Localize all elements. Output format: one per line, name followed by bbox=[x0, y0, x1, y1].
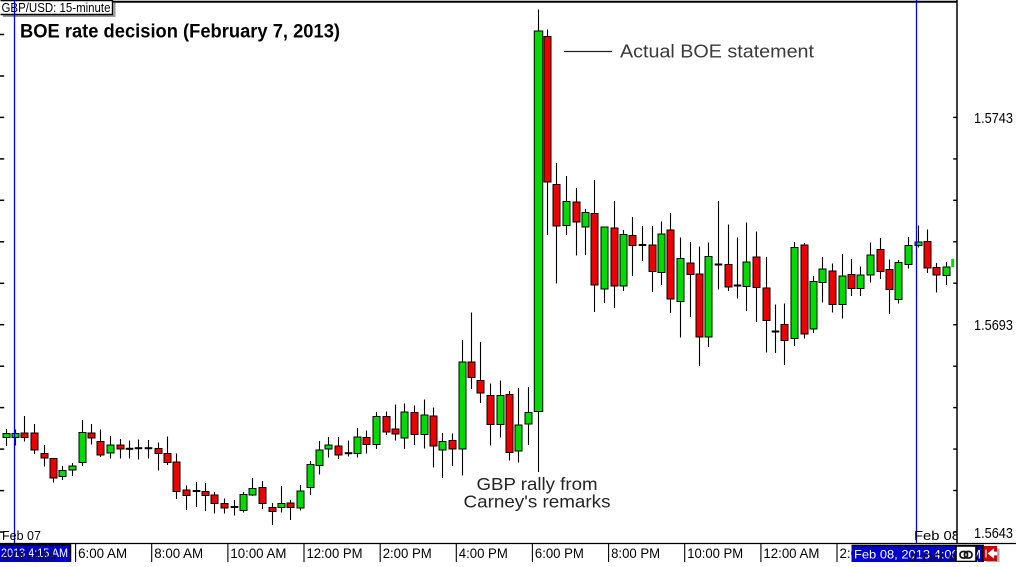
svg-text:12:00 PM: 12:00 PM bbox=[307, 545, 363, 561]
svg-text:6:00 AM: 6:00 AM bbox=[78, 545, 127, 561]
svg-text:4:00 PM: 4:00 PM bbox=[459, 545, 508, 561]
svg-text:2:00 PM: 2:00 PM bbox=[383, 545, 432, 561]
svg-text:4:00 AM: 4:00 AM bbox=[2, 549, 55, 563]
svg-text:1.5693: 1.5693 bbox=[974, 317, 1013, 334]
svg-text:Feb 08: Feb 08 bbox=[914, 528, 960, 543]
svg-text:1.5743: 1.5743 bbox=[974, 110, 1013, 127]
svg-text:Actual BOE statement: Actual BOE statement bbox=[620, 42, 814, 62]
svg-text:BOE rate decision (February 7,: BOE rate decision (February 7, 2013) bbox=[20, 22, 340, 43]
svg-text:12:00 AM: 12:00 AM bbox=[763, 545, 819, 561]
svg-text:2013 4:15 AM: 2013 4:15 AM bbox=[1, 548, 68, 560]
svg-text:10:00 PM: 10:00 PM bbox=[687, 545, 743, 561]
svg-text:4:00 A: 4:00 A bbox=[908, 551, 958, 563]
svg-text:8:00 PM: 8:00 PM bbox=[611, 545, 660, 561]
svg-text:GBP/USD: 15-minute: GBP/USD: 15-minute bbox=[2, 1, 111, 15]
svg-text:6:00 PM: 6:00 PM bbox=[535, 545, 584, 561]
svg-text:Carney's remarks: Carney's remarks bbox=[464, 492, 611, 512]
svg-text:8:00 AM: 8:00 AM bbox=[154, 545, 203, 561]
svg-text:Feb 08, 2013 4:00 AM: Feb 08, 2013 4:00 AM bbox=[854, 548, 981, 562]
svg-text:1.5643: 1.5643 bbox=[974, 525, 1013, 542]
svg-text:Feb 07: Feb 07 bbox=[2, 528, 41, 543]
svg-text:GBP rally from: GBP rally from bbox=[477, 474, 598, 494]
svg-text:10:00 AM: 10:00 AM bbox=[230, 545, 286, 561]
